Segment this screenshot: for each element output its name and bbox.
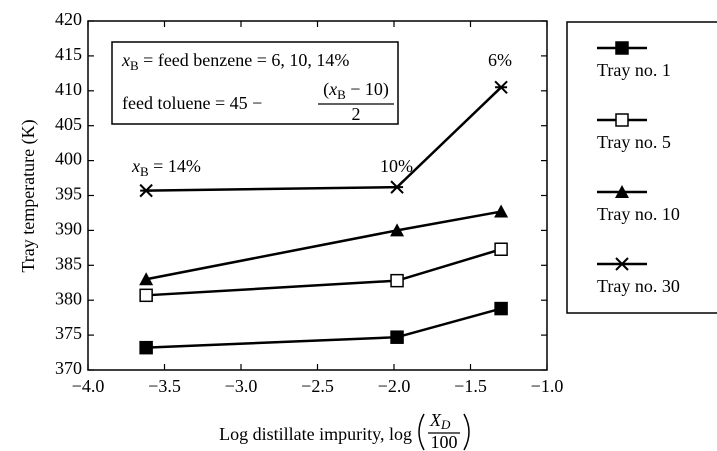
legend-marker (615, 113, 629, 127)
x-tick-label: −2.5 (301, 376, 334, 396)
marker (390, 330, 404, 344)
marker (494, 80, 508, 95)
legend-label: Tray no. 30 (597, 276, 680, 296)
marker (390, 273, 404, 288)
box-line1: xB = feed benzene = 6, 10, 14% (121, 50, 349, 73)
marker (390, 223, 405, 237)
marker (494, 242, 508, 256)
legend-label: Tray no. 10 (597, 204, 680, 224)
box-num: (xB − 10) (323, 79, 389, 102)
x-tick-label: −1.5 (454, 376, 487, 396)
y-tick-label: 390 (55, 219, 82, 239)
x-tick-label: −2.0 (378, 376, 411, 396)
x-tick-label: −1.0 (531, 376, 564, 396)
box-line2: feed toluene = 45 − (122, 93, 262, 113)
marker (139, 340, 153, 355)
marker (139, 183, 153, 198)
annotation: xB = 14% (131, 156, 201, 179)
x-tick-label: −3.0 (225, 376, 258, 396)
y-tick-label: 405 (55, 114, 82, 134)
paren (463, 413, 470, 451)
box-den: 2 (352, 104, 361, 124)
x-tick-label: −3.5 (148, 376, 181, 396)
y-tick-label: 380 (55, 288, 82, 308)
annotation: 10% (380, 156, 413, 176)
legend-marker (615, 185, 629, 198)
series-line (146, 248, 502, 297)
legend-label: Tray no. 5 (597, 132, 671, 152)
marker (494, 301, 508, 316)
y-tick-label: 415 (55, 44, 82, 64)
x-label-prefix: Log distillate impurity, log (219, 424, 412, 444)
y-axis-label: Tray temperature (K) (18, 119, 39, 272)
legend-label: Tray no. 1 (597, 60, 671, 80)
legend-marker (615, 257, 629, 271)
legend-marker (615, 41, 629, 55)
x-axis-label: Log distillate impurity, log XD 100 (219, 410, 470, 451)
x-label-den: 100 (431, 432, 458, 451)
x-label-num: XD (429, 410, 451, 432)
legend (566, 21, 717, 314)
y-tick-label: 375 (55, 323, 82, 343)
y-tick-label: 395 (55, 184, 82, 204)
box-frame (111, 41, 399, 125)
marker (139, 288, 153, 303)
x-tick-label: −4.0 (72, 376, 105, 396)
marker (139, 272, 154, 286)
annotation: 6% (488, 50, 512, 70)
series-line (146, 307, 502, 349)
formula-box: xB = feed benzene = 6, 10, 14% feed tolu… (111, 41, 399, 125)
paren (418, 413, 425, 451)
y-tick-label: 410 (55, 79, 82, 99)
y-tick-label: 400 (55, 149, 82, 169)
marker (390, 180, 404, 194)
y-tick-label: 420 (55, 9, 82, 29)
y-tick-label: 370 (55, 358, 82, 378)
y-tick-label: 385 (55, 253, 82, 273)
marker (494, 204, 509, 218)
series-line (145, 210, 502, 281)
